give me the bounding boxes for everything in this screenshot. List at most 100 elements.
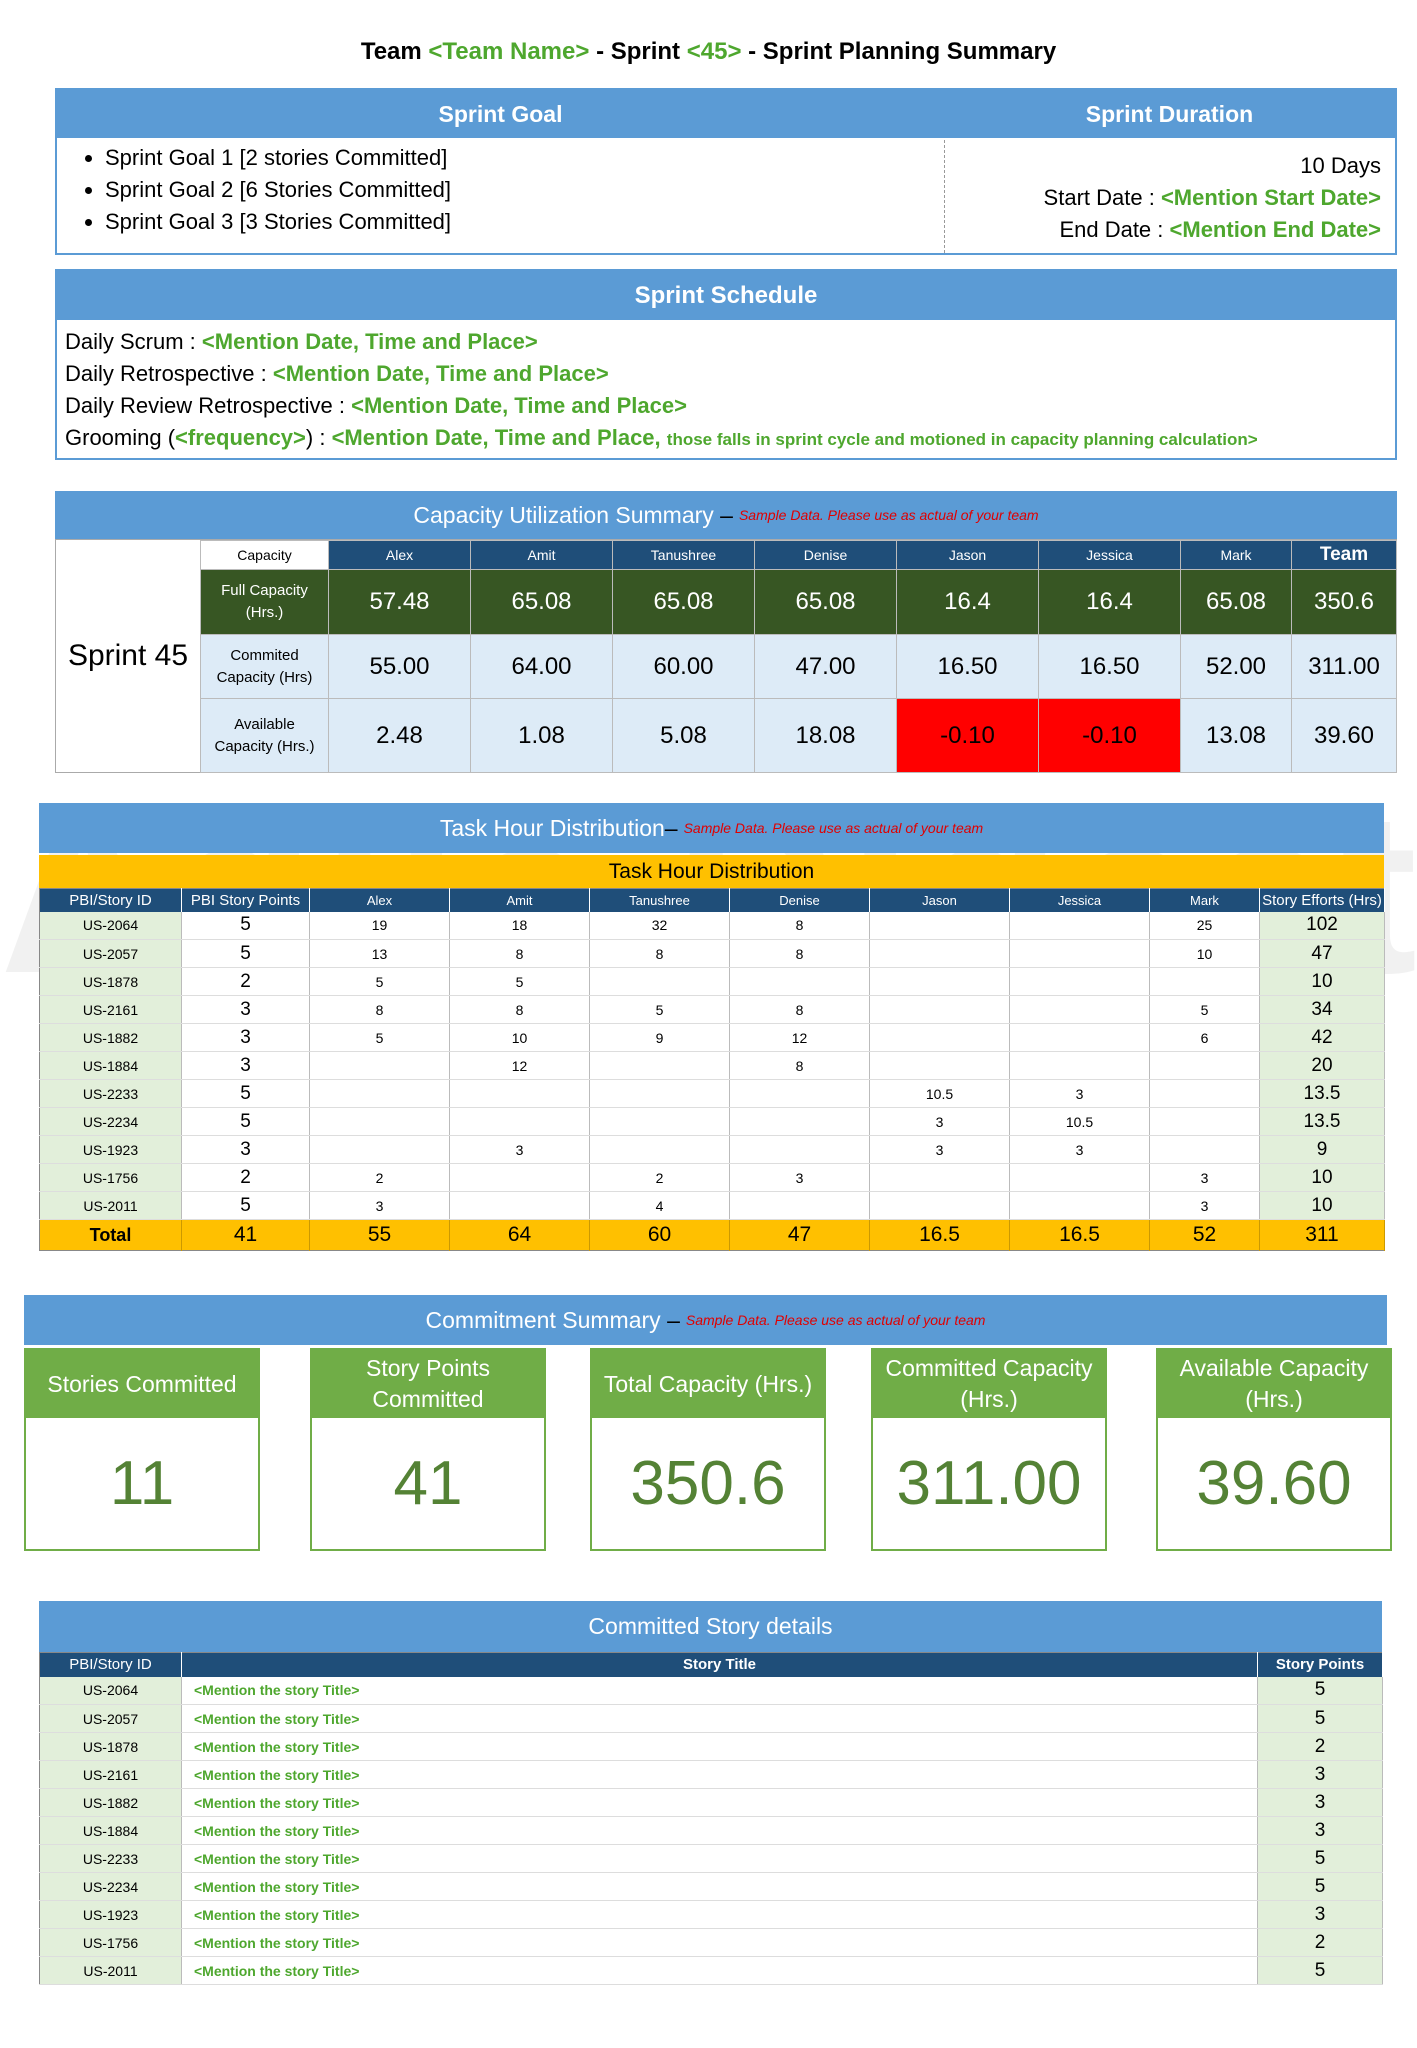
capacity-area: Sprint 45 Capacity Alex Amit Tanushree Denise… bbox=[55, 539, 1397, 773]
goal-list: Sprint Goal 1 [2 stories Committed]Sprin… bbox=[57, 142, 451, 238]
task-heading: Task Hour Distribution – Sample Data. Plea… bbox=[39, 803, 1384, 853]
task-cell bbox=[589, 967, 730, 996]
column-header: PBI/Story ID bbox=[39, 1652, 182, 1677]
task-cell: 8 bbox=[449, 939, 590, 968]
title-text: Team bbox=[360, 38, 422, 65]
story-cell: 3 bbox=[1257, 1760, 1383, 1789]
capacity-cell: -0.10 bbox=[1038, 698, 1181, 773]
story-cell: <Mention the story Title> bbox=[181, 1788, 1258, 1817]
story-cell: 5 bbox=[1257, 1676, 1383, 1705]
task-cell: 47 bbox=[1259, 939, 1385, 968]
task-cell: 5 bbox=[181, 911, 310, 940]
schedule-line: Daily Scrum : <Mention Date, Time and Pl… bbox=[65, 326, 1258, 358]
task-cell: 12 bbox=[729, 1023, 870, 1052]
task-cell: 8 bbox=[589, 939, 730, 968]
task-cell: 5 bbox=[181, 939, 310, 968]
story-row: US-2011 <Mention the story Title> 5 bbox=[39, 1956, 1383, 1985]
story-cell: <Mention the story Title> bbox=[181, 1816, 1258, 1845]
capacity-row: Available Capacity (Hrs.) 2.48 1.08 5.08 18.… bbox=[200, 698, 1397, 773]
task-cell bbox=[869, 1163, 1010, 1192]
task-cell bbox=[1149, 1079, 1260, 1108]
task-cell: 9 bbox=[589, 1023, 730, 1052]
summary-card: Story Points Committed 41 bbox=[310, 1348, 546, 1551]
story-row: US-2057 <Mention the story Title> 5 bbox=[39, 1704, 1383, 1733]
task-cell bbox=[869, 939, 1010, 968]
task-cell bbox=[1009, 967, 1150, 996]
capacity-cell: 65.08 bbox=[470, 569, 613, 635]
column-header: Mark bbox=[1180, 540, 1292, 570]
column-header: Story Points bbox=[1257, 1652, 1383, 1677]
capacity-cell: 65.08 bbox=[612, 569, 755, 635]
task-row: US-1923 3 3 3 3 9 bbox=[39, 1135, 1385, 1164]
story-cell: 5 bbox=[1257, 1844, 1383, 1873]
task-row: US-2234 5 3 10.5 13.5 bbox=[39, 1107, 1385, 1136]
task-cell: 5 bbox=[181, 1079, 310, 1108]
story-row: US-2234 <Mention the story Title> 5 bbox=[39, 1872, 1383, 1901]
task-cell: 6 bbox=[1149, 1023, 1260, 1052]
task-cell: US-2233 bbox=[39, 1079, 182, 1108]
task-cell: 13.5 bbox=[1259, 1107, 1385, 1136]
story-cell: <Mention the story Title> bbox=[181, 1844, 1258, 1873]
total-cell: 311 bbox=[1259, 1219, 1385, 1251]
task-cell: 10 bbox=[1259, 1191, 1385, 1220]
column-header: Alex bbox=[328, 540, 471, 570]
task-cell: 32 bbox=[589, 911, 730, 940]
task-cell: 3 bbox=[869, 1135, 1010, 1164]
goal-box: Sprint Goal Sprint Duration Sprint Goal … bbox=[55, 88, 1397, 255]
capacity-cell: 16.50 bbox=[896, 634, 1039, 699]
capacity-cell: 57.48 bbox=[328, 569, 471, 635]
capacity-cell: 18.08 bbox=[754, 698, 897, 773]
story-cell: US-1884 bbox=[39, 1816, 182, 1845]
summary-card: Total Capacity (Hrs.) 350.6 bbox=[590, 1348, 826, 1551]
task-cell: 5 bbox=[181, 1191, 310, 1220]
task-cell bbox=[1149, 1135, 1260, 1164]
task-cell: 3 bbox=[1009, 1079, 1150, 1108]
card-value: 350.6 bbox=[630, 1449, 786, 1518]
note: Sample Data. Please use as actual of you… bbox=[738, 507, 1039, 523]
task-cell: 10 bbox=[1149, 939, 1260, 968]
header-row: PBI/Story ID PBI Story Points Alex Amit Tanu… bbox=[39, 888, 1385, 912]
story-row: US-2161 <Mention the story Title> 3 bbox=[39, 1760, 1383, 1789]
total-cell: 16.5 bbox=[869, 1219, 1010, 1251]
task-cell: 5 bbox=[309, 967, 450, 996]
schedule-line: Daily Review Retrospective : <Mention Da… bbox=[65, 390, 1258, 422]
story-row: US-2064 <Mention the story Title> 5 bbox=[39, 1676, 1383, 1705]
task-cell: 2 bbox=[309, 1163, 450, 1192]
summary-card: Committed Capacity (Hrs.) 311.00 bbox=[871, 1348, 1107, 1551]
capacity-table: Capacity Alex Amit Tanushree Denise Jason Jess… bbox=[200, 540, 1397, 773]
summary-card: Available Capacity (Hrs.) 39.60 bbox=[1156, 1348, 1392, 1551]
column-header: Alex bbox=[309, 888, 450, 912]
task-cell bbox=[729, 967, 870, 996]
capacity-cell: 16.50 bbox=[1038, 634, 1181, 699]
total-row: Total 41 55 64 60 47 16.5 16.5 52 311 bbox=[39, 1219, 1385, 1251]
story-cell: US-1878 bbox=[39, 1732, 182, 1761]
task-cell bbox=[589, 1107, 730, 1136]
story-row: US-1878 <Mention the story Title> 2 bbox=[39, 1732, 1383, 1761]
task-cell: 20 bbox=[1259, 1051, 1385, 1080]
column-header: Jessica bbox=[1038, 540, 1181, 570]
row-label: Commited Capacity (Hrs) bbox=[200, 634, 329, 699]
line-label: Daily Review Retrospective : bbox=[65, 393, 345, 418]
task-cell: 12 bbox=[449, 1051, 590, 1080]
task-row: US-2064 5 19 18 32 8 25 102 bbox=[39, 911, 1385, 940]
capacity-cell: 65.08 bbox=[1180, 569, 1292, 635]
capacity-cell: 39.60 bbox=[1291, 698, 1397, 773]
task-cell bbox=[729, 1135, 870, 1164]
line-value: <Mention Date, Time and Place, bbox=[331, 425, 661, 450]
schedule-lines: Daily Scrum : <Mention Date, Time and Pl… bbox=[65, 326, 1258, 456]
card-value: 39.60 bbox=[1196, 1449, 1352, 1518]
capacity-cell: -0.10 bbox=[896, 698, 1039, 773]
card-label: Total Capacity (Hrs.) bbox=[592, 1350, 824, 1418]
dash: – bbox=[667, 1306, 680, 1333]
capacity-cell: 60.00 bbox=[612, 634, 755, 699]
goal-item: Sprint Goal 2 [6 Stories Committed] bbox=[105, 174, 451, 206]
story-cell: 3 bbox=[1257, 1900, 1383, 1929]
column-header: Story Title bbox=[181, 1652, 1258, 1677]
line-value: <Mention Date, Time and Place> bbox=[272, 361, 609, 386]
header-row: Capacity Alex Amit Tanushree Denise Jason Jess… bbox=[200, 540, 1397, 570]
schedule-line: Daily Retrospective : <Mention Date, Tim… bbox=[65, 358, 1258, 390]
story-cell: US-1882 bbox=[39, 1788, 182, 1817]
capacity-cell: 55.00 bbox=[328, 634, 471, 699]
task-cell bbox=[449, 1163, 590, 1192]
